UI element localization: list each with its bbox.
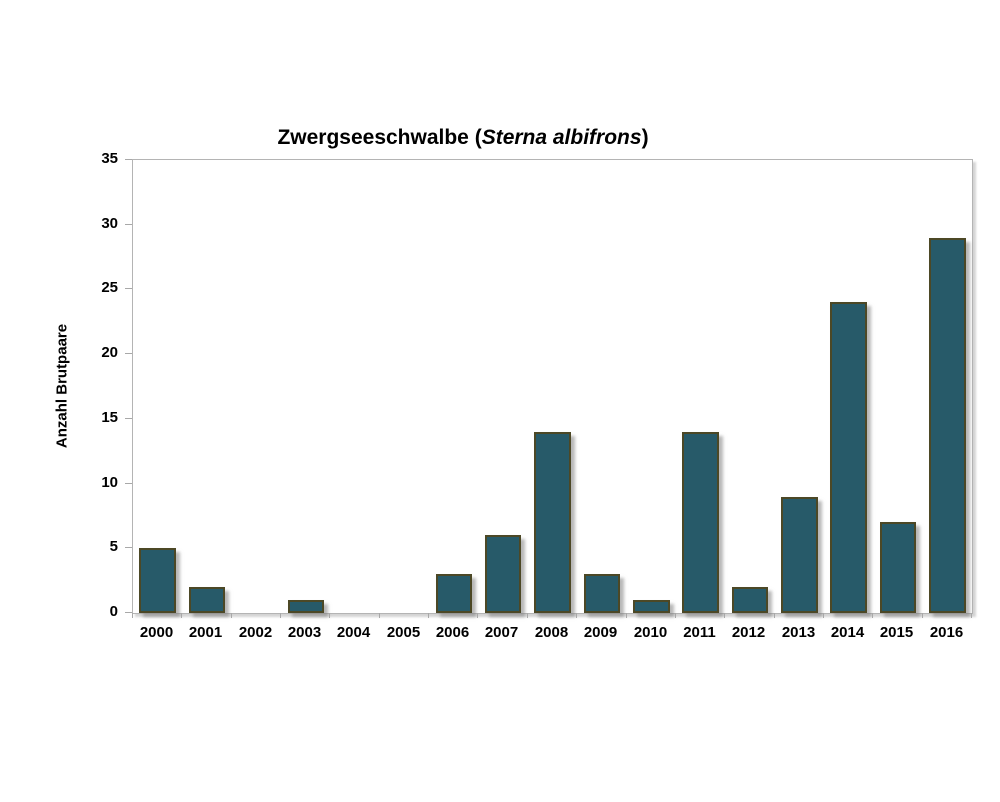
x-tick-label-2009: 2009 <box>583 624 618 641</box>
x-tick-label-2012: 2012 <box>731 624 766 641</box>
y-tick-label-20: 20 <box>101 344 118 361</box>
y-tick-label-10: 10 <box>101 474 118 491</box>
y-axis-tick-10 <box>125 483 132 484</box>
x-axis-tick-8 <box>527 613 528 618</box>
x-axis-tick-11 <box>675 613 676 618</box>
category-cell-2001 <box>182 160 231 613</box>
y-tick-label-0: 0 <box>109 603 118 620</box>
y-axis-tick-25 <box>125 288 132 289</box>
category-cell-2003 <box>281 160 330 613</box>
y-axis-tick-0 <box>125 612 132 613</box>
x-tick-label-2004: 2004 <box>336 624 371 641</box>
y-axis-tick-5 <box>125 547 132 548</box>
x-axis-tick-4 <box>329 613 330 618</box>
x-tick-label-2008: 2008 <box>534 624 569 641</box>
chart-title-suffix: ) <box>641 126 649 149</box>
bar-2010 <box>633 600 670 613</box>
bar-2007 <box>484 535 522 613</box>
bar-2016 <box>929 237 966 613</box>
category-cell-2015 <box>873 160 922 613</box>
bar-2000 <box>139 548 176 613</box>
category-cell-2008 <box>528 160 577 613</box>
x-axis-tick-16 <box>922 613 923 618</box>
chart-title: Zwergseeschwalbe (Sterna albifrons) <box>0 126 926 154</box>
bar-2015 <box>879 522 917 613</box>
y-tick-label-25: 25 <box>101 279 118 296</box>
bar-2008 <box>534 431 571 613</box>
x-tick-label-2005: 2005 <box>386 624 421 641</box>
y-axis-title-text: Anzahl Brutpaare <box>53 323 71 449</box>
x-tick-label-2015: 2015 <box>879 624 914 641</box>
y-axis-tick-30 <box>125 224 132 225</box>
x-axis-tick-7 <box>477 613 478 618</box>
x-axis-tick-10 <box>626 613 627 618</box>
bar-2011 <box>682 431 719 613</box>
bar-2006 <box>435 574 473 613</box>
bar-2014 <box>830 302 867 613</box>
x-axis-tick-13 <box>774 613 775 618</box>
category-cell-2005 <box>380 160 429 613</box>
category-cell-2012 <box>725 160 774 613</box>
category-cell-2007 <box>479 160 528 613</box>
x-axis-tick-0 <box>132 613 133 618</box>
category-cell-2016 <box>923 160 972 613</box>
category-cell-2009 <box>577 160 626 613</box>
category-cell-2013 <box>775 160 824 613</box>
x-axis-tick-3 <box>280 613 281 618</box>
category-cell-2000 <box>133 160 182 613</box>
y-axis-tick-35 <box>125 159 132 160</box>
plot-area <box>132 159 973 614</box>
x-axis-tick-1 <box>181 613 182 618</box>
y-tick-label-5: 5 <box>109 538 118 555</box>
x-tick-label-2000: 2000 <box>139 624 174 641</box>
chart-title-species: Sterna albifrons <box>481 126 642 149</box>
bar-2012 <box>731 587 769 613</box>
x-axis-tick-15 <box>872 613 873 618</box>
x-axis-tick-2 <box>231 613 232 618</box>
x-tick-label-2014: 2014 <box>830 624 865 641</box>
category-cell-2002 <box>232 160 281 613</box>
x-axis-tick-12 <box>724 613 725 618</box>
category-cell-2010 <box>627 160 676 613</box>
x-tick-label-2013: 2013 <box>781 624 816 641</box>
x-axis-tick-17 <box>971 613 972 618</box>
category-cell-2014 <box>824 160 873 613</box>
x-tick-label-2007: 2007 <box>484 624 519 641</box>
y-axis-tick-15 <box>125 418 132 419</box>
x-tick-label-2010: 2010 <box>633 624 668 641</box>
category-cell-2004 <box>330 160 379 613</box>
x-tick-label-2011: 2011 <box>683 624 716 641</box>
bar-2001 <box>188 587 226 613</box>
x-axis-tick-5 <box>379 613 380 618</box>
y-tick-label-30: 30 <box>101 215 118 232</box>
x-axis-tick-14 <box>823 613 824 618</box>
chart-title-prefix: Zwergseeschwalbe ( <box>277 126 482 149</box>
x-tick-label-2001: 2001 <box>188 624 223 641</box>
x-tick-label-2002: 2002 <box>238 624 273 641</box>
category-cell-2006 <box>429 160 478 613</box>
x-tick-label-2003: 2003 <box>287 624 322 641</box>
bar-2013 <box>781 496 818 613</box>
bar-2009 <box>583 574 621 613</box>
bar-2003 <box>287 600 325 613</box>
x-tick-label-2006: 2006 <box>435 624 470 641</box>
x-axis-tick-9 <box>576 613 577 618</box>
x-tick-label-2016: 2016 <box>929 624 964 641</box>
y-tick-label-15: 15 <box>101 409 118 426</box>
x-axis-tick-6 <box>428 613 429 618</box>
bar-series <box>133 160 972 613</box>
y-tick-label-35: 35 <box>101 150 118 167</box>
y-axis-tick-20 <box>125 353 132 354</box>
category-cell-2011 <box>676 160 725 613</box>
